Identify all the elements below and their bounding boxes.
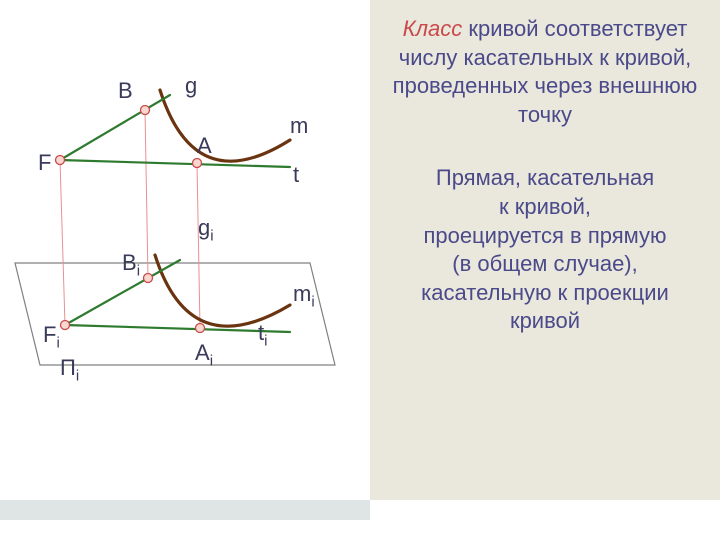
diagram-label: B [118,78,133,104]
diagram-label: t [293,162,299,188]
diagram-label: F [38,150,51,176]
text-panel: Класс кривой соответствует числу касател… [370,0,720,500]
diagram-label: gi [198,215,214,244]
diagram-label: mi [293,281,315,310]
diagram-container: Bg Am Ft gi Bi mi Fi ti Ai Пi [0,0,370,420]
diagram-label: Fi [43,322,60,351]
diagram-label: Ai [195,340,213,369]
paragraph-tangent: Прямая, касательнаяк кривой,проецируется… [380,164,710,336]
emph-word: Класс [403,16,463,41]
diagram-label: g [185,73,197,99]
diagram-label: m [290,113,308,139]
diagram-label: A [197,133,212,159]
footer-bar [0,500,370,520]
paragraph-class: Класс кривой соответствует числу касател… [380,15,710,129]
diagram-label: ti [258,320,267,349]
diagram-svg [0,0,370,420]
diagram-label: Bi [122,250,140,279]
diagram-label: Пi [60,355,79,384]
